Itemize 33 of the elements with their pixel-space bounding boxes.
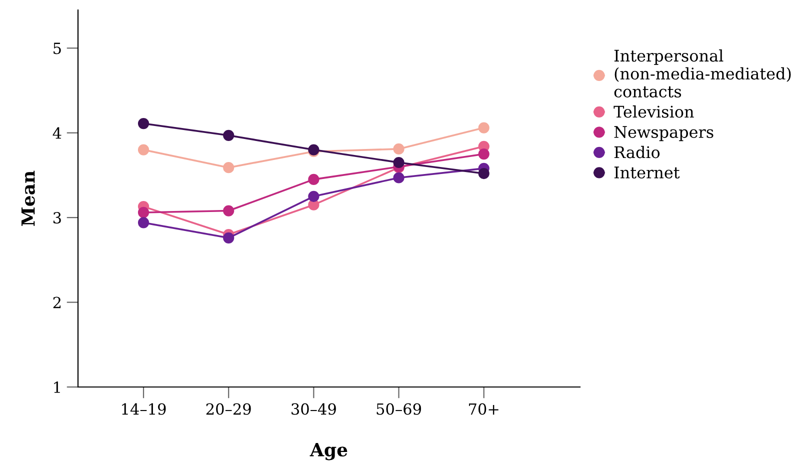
point <box>223 205 234 216</box>
point <box>308 190 320 202</box>
point <box>478 168 490 180</box>
y-tick-label: 2 <box>53 296 61 308</box>
point <box>393 156 404 168</box>
x-tick-label: 14–19 <box>122 403 166 415</box>
point <box>393 172 404 184</box>
y-tick-label: 5 <box>54 42 61 54</box>
point <box>138 206 150 218</box>
x-tick-label: 30–49 <box>292 403 336 415</box>
point <box>308 174 320 185</box>
x-axis-title: Age <box>310 443 348 460</box>
x-tick-label: 20–29 <box>206 403 251 415</box>
y-axis-title: Mean <box>22 170 35 226</box>
point <box>223 232 234 244</box>
y-tick-label: 1 <box>54 381 60 393</box>
point <box>393 143 404 154</box>
x-tick-label: 70+ <box>469 403 498 415</box>
legend-label: Radio <box>614 146 660 158</box>
legend-label: Television <box>614 105 694 118</box>
point <box>478 122 490 134</box>
point <box>138 217 150 228</box>
y-tick-label: 3 <box>53 212 61 224</box>
point <box>138 118 150 130</box>
point <box>478 148 490 160</box>
point <box>223 130 234 141</box>
x-tick-label: 50–69 <box>376 403 421 415</box>
y-tick-label: 4 <box>52 127 62 139</box>
legend-label: Newspapers <box>614 126 714 142</box>
legend-label: Interpersonal (non-media-mediated) contacts <box>614 49 791 98</box>
point <box>138 144 150 156</box>
point <box>223 162 234 174</box>
legend-label: Internet <box>614 166 680 179</box>
